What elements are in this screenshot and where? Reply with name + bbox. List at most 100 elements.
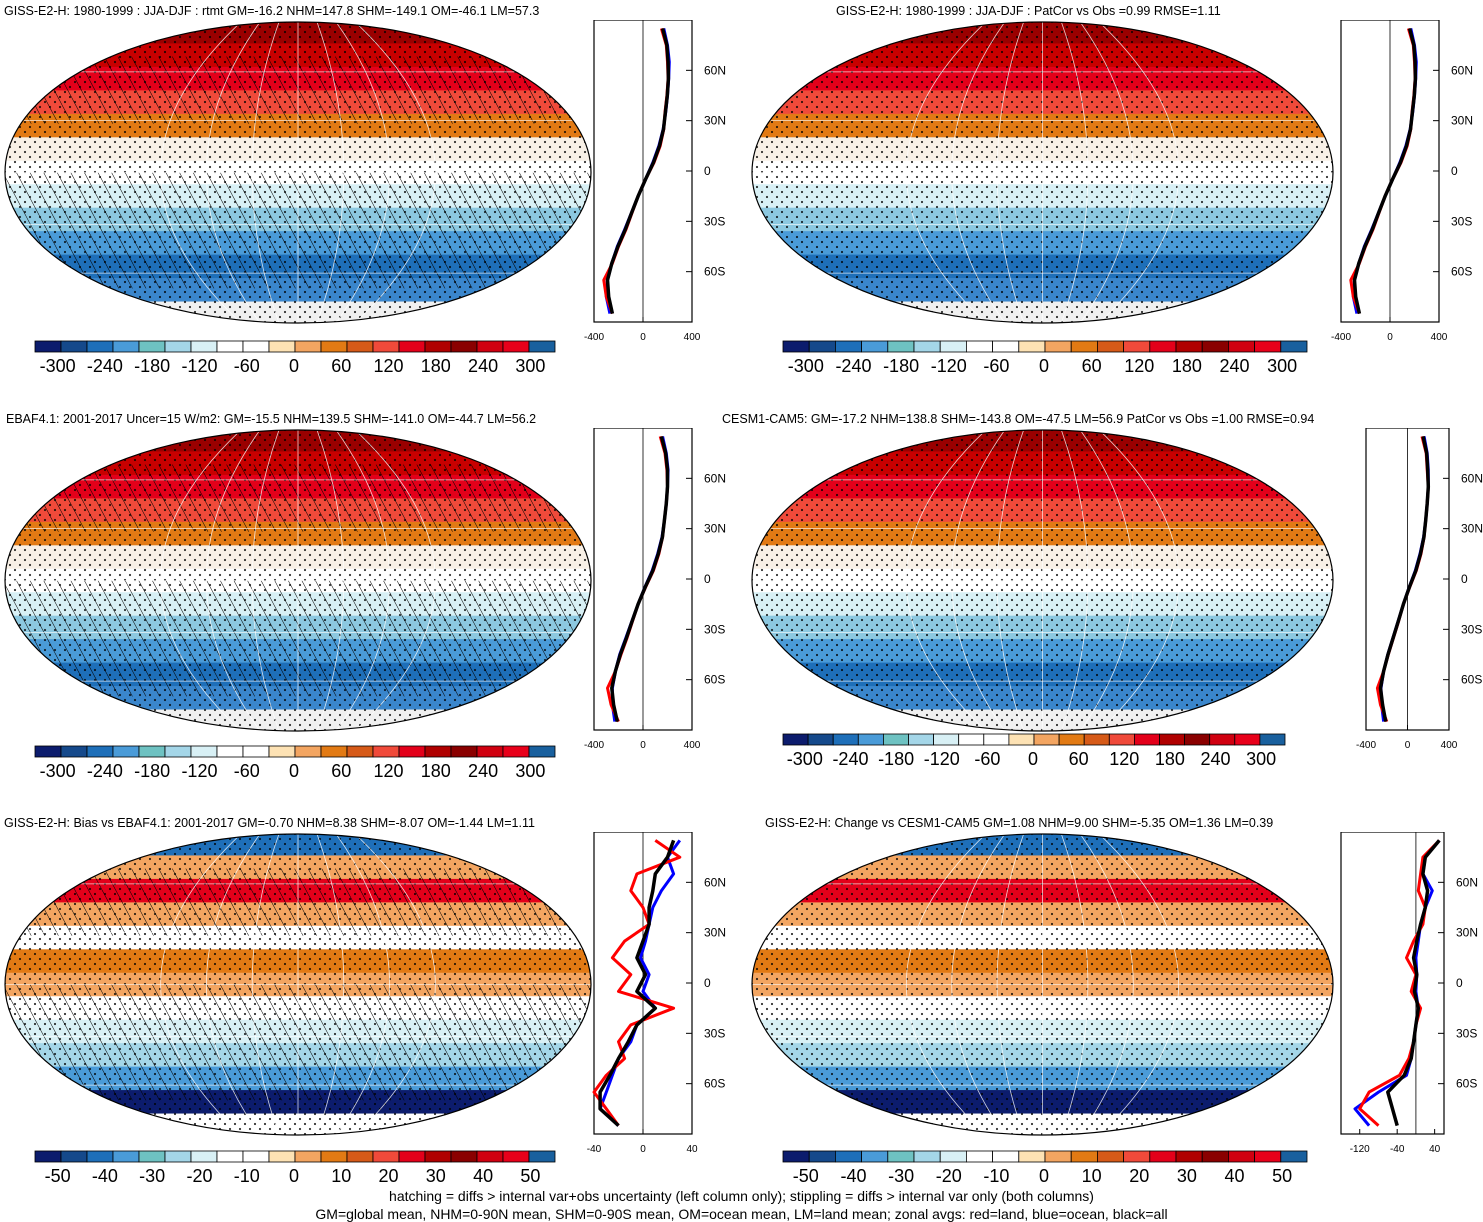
- colorbar-tick: 240: [1219, 356, 1250, 376]
- zonal-line-all: [1352, 27, 1418, 314]
- colorbar-swatch: [1070, 1150, 1098, 1163]
- colorbar-swatch: [268, 340, 296, 353]
- colorbar-swatch: [346, 1150, 374, 1163]
- zonal-ytick: 60S: [1451, 265, 1472, 279]
- colorbar-swatch: [294, 340, 322, 353]
- colorbar-swatch: [939, 340, 967, 353]
- colorbar-swatch: [908, 733, 935, 746]
- colorbar-swatch: [1044, 1150, 1072, 1163]
- zonal-xtick: 40: [1429, 1144, 1441, 1155]
- colorbar-tick: 50: [520, 1166, 541, 1186]
- colorbar-tick: 20: [1129, 1166, 1150, 1186]
- colorbar-swatch: [1184, 733, 1211, 746]
- colorbar-swatch: [216, 1150, 244, 1163]
- colorbar-swatch: [832, 733, 859, 746]
- colorbar-tick: 120: [1109, 749, 1140, 769]
- colorbar-swatch: [242, 340, 270, 353]
- colorbar-swatch: [502, 1150, 530, 1163]
- colorbar-swatch: [1175, 340, 1203, 353]
- colorbar-tick: -300: [39, 356, 76, 376]
- panel-title: GISS-E2-H: Change vs CESM1-CAM5 GM=1.08 …: [765, 816, 1274, 830]
- colorbar-swatch: [1008, 733, 1035, 746]
- zonal-line-all: [1378, 436, 1431, 722]
- colorbar-swatch: [1096, 340, 1124, 353]
- colorbar-tick: -20: [186, 1166, 213, 1186]
- map-panel: [4, 21, 592, 324]
- colorbar-swatch: [242, 745, 270, 758]
- colorbar-swatch: [190, 745, 218, 758]
- colorbar-swatch: [782, 733, 809, 746]
- colorbar-labels: -300 -240 -180 -120 -60 0 60 120 180 240 300: [782, 356, 1306, 380]
- colorbar-swatch: [782, 1150, 810, 1163]
- colorbar-swatch: [1108, 733, 1135, 746]
- colorbar-swatch: [112, 745, 140, 758]
- colorbar-tick: -120: [181, 761, 218, 781]
- colorbar-swatch: [1259, 733, 1286, 746]
- colorbar-swatch: [857, 733, 884, 746]
- colorbar-swatch: [1234, 733, 1261, 746]
- colorbar: [34, 745, 556, 758]
- colorbar-swatch: [958, 733, 985, 746]
- colorbar-tick: -30: [888, 1166, 915, 1186]
- zonal-ytick: 0: [704, 572, 711, 586]
- colorbar-tick: 60: [1081, 356, 1102, 376]
- colorbar-swatch: [887, 340, 915, 353]
- colorbar-swatch: [1044, 340, 1072, 353]
- zonal-ytick: 0: [1461, 572, 1468, 586]
- colorbar-swatch: [320, 745, 348, 758]
- zonal-ytick: 30N: [1456, 926, 1478, 940]
- colorbar-swatch: [1159, 733, 1186, 746]
- zonal-xtick: 0: [1405, 740, 1411, 751]
- zonal-xtick: -400: [1356, 740, 1376, 751]
- colorbar-swatch: [1123, 1150, 1151, 1163]
- colorbar-swatch: [346, 340, 374, 353]
- colorbar-swatch: [60, 340, 88, 353]
- zonal-ytick: 60N: [704, 471, 726, 485]
- colorbar-tick: 0: [1038, 356, 1050, 376]
- colorbar-swatch: [887, 1150, 915, 1163]
- zonal-ytick: 60N: [704, 875, 726, 889]
- colorbar-tick: -180: [134, 761, 171, 781]
- colorbar-swatch: [1133, 733, 1160, 746]
- colorbar-swatch: [450, 745, 478, 758]
- colorbar-swatch: [216, 340, 244, 353]
- colorbar-swatch: [835, 340, 863, 353]
- colorbar-swatch: [320, 1150, 348, 1163]
- colorbar-tick: -50: [44, 1166, 71, 1186]
- map-border: [4, 21, 592, 324]
- colorbar-swatch: [1096, 1150, 1124, 1163]
- colorbar-swatch: [1018, 340, 1046, 353]
- colorbar-swatch: [424, 745, 452, 758]
- colorbar-tick: -300: [787, 356, 824, 376]
- colorbar-swatch: [1280, 340, 1308, 353]
- zonal-line-all: [598, 839, 676, 1127]
- colorbar-tick: -40: [840, 1166, 867, 1186]
- colorbar-swatch: [372, 745, 400, 758]
- colorbar-swatch: [913, 340, 941, 353]
- colorbar-swatch: [424, 1150, 452, 1163]
- colorbar-swatch: [528, 340, 556, 353]
- colorbar-swatch: [1254, 1150, 1282, 1163]
- panel-title: GISS-E2-H: 1980-1999 : JJA-DJF : PatCor …: [836, 4, 1221, 18]
- zonal-xtick: 400: [1441, 740, 1458, 751]
- zonal-line-ocean: [598, 839, 682, 1127]
- colorbar-swatch: [164, 1150, 192, 1163]
- zonal-ytick: 30N: [704, 522, 726, 536]
- colorbar-swatch: [320, 340, 348, 353]
- zonal-ytick: 30N: [704, 926, 726, 940]
- colorbar-tick: -240: [86, 356, 123, 376]
- colorbar-tick: -240: [835, 356, 872, 376]
- colorbar-swatch: [1227, 340, 1255, 353]
- colorbar-swatch: [1149, 1150, 1177, 1163]
- colorbar-tick: 120: [373, 356, 404, 376]
- zonal-xtick: -40: [587, 1144, 602, 1155]
- colorbar-swatch: [476, 340, 504, 353]
- panel-title: GISS-E2-H: Bias vs EBAF4.1: 2001-2017 GM…: [4, 816, 535, 830]
- zonal-line-land: [1349, 27, 1417, 315]
- panel-title: CESM1-CAM5: GM=-17.2 NHM=138.8 SHM=-143.…: [722, 412, 1315, 426]
- colorbar-swatch: [398, 745, 426, 758]
- colorbar-tick: 300: [515, 761, 546, 781]
- zonal-xtick: -400: [584, 740, 604, 751]
